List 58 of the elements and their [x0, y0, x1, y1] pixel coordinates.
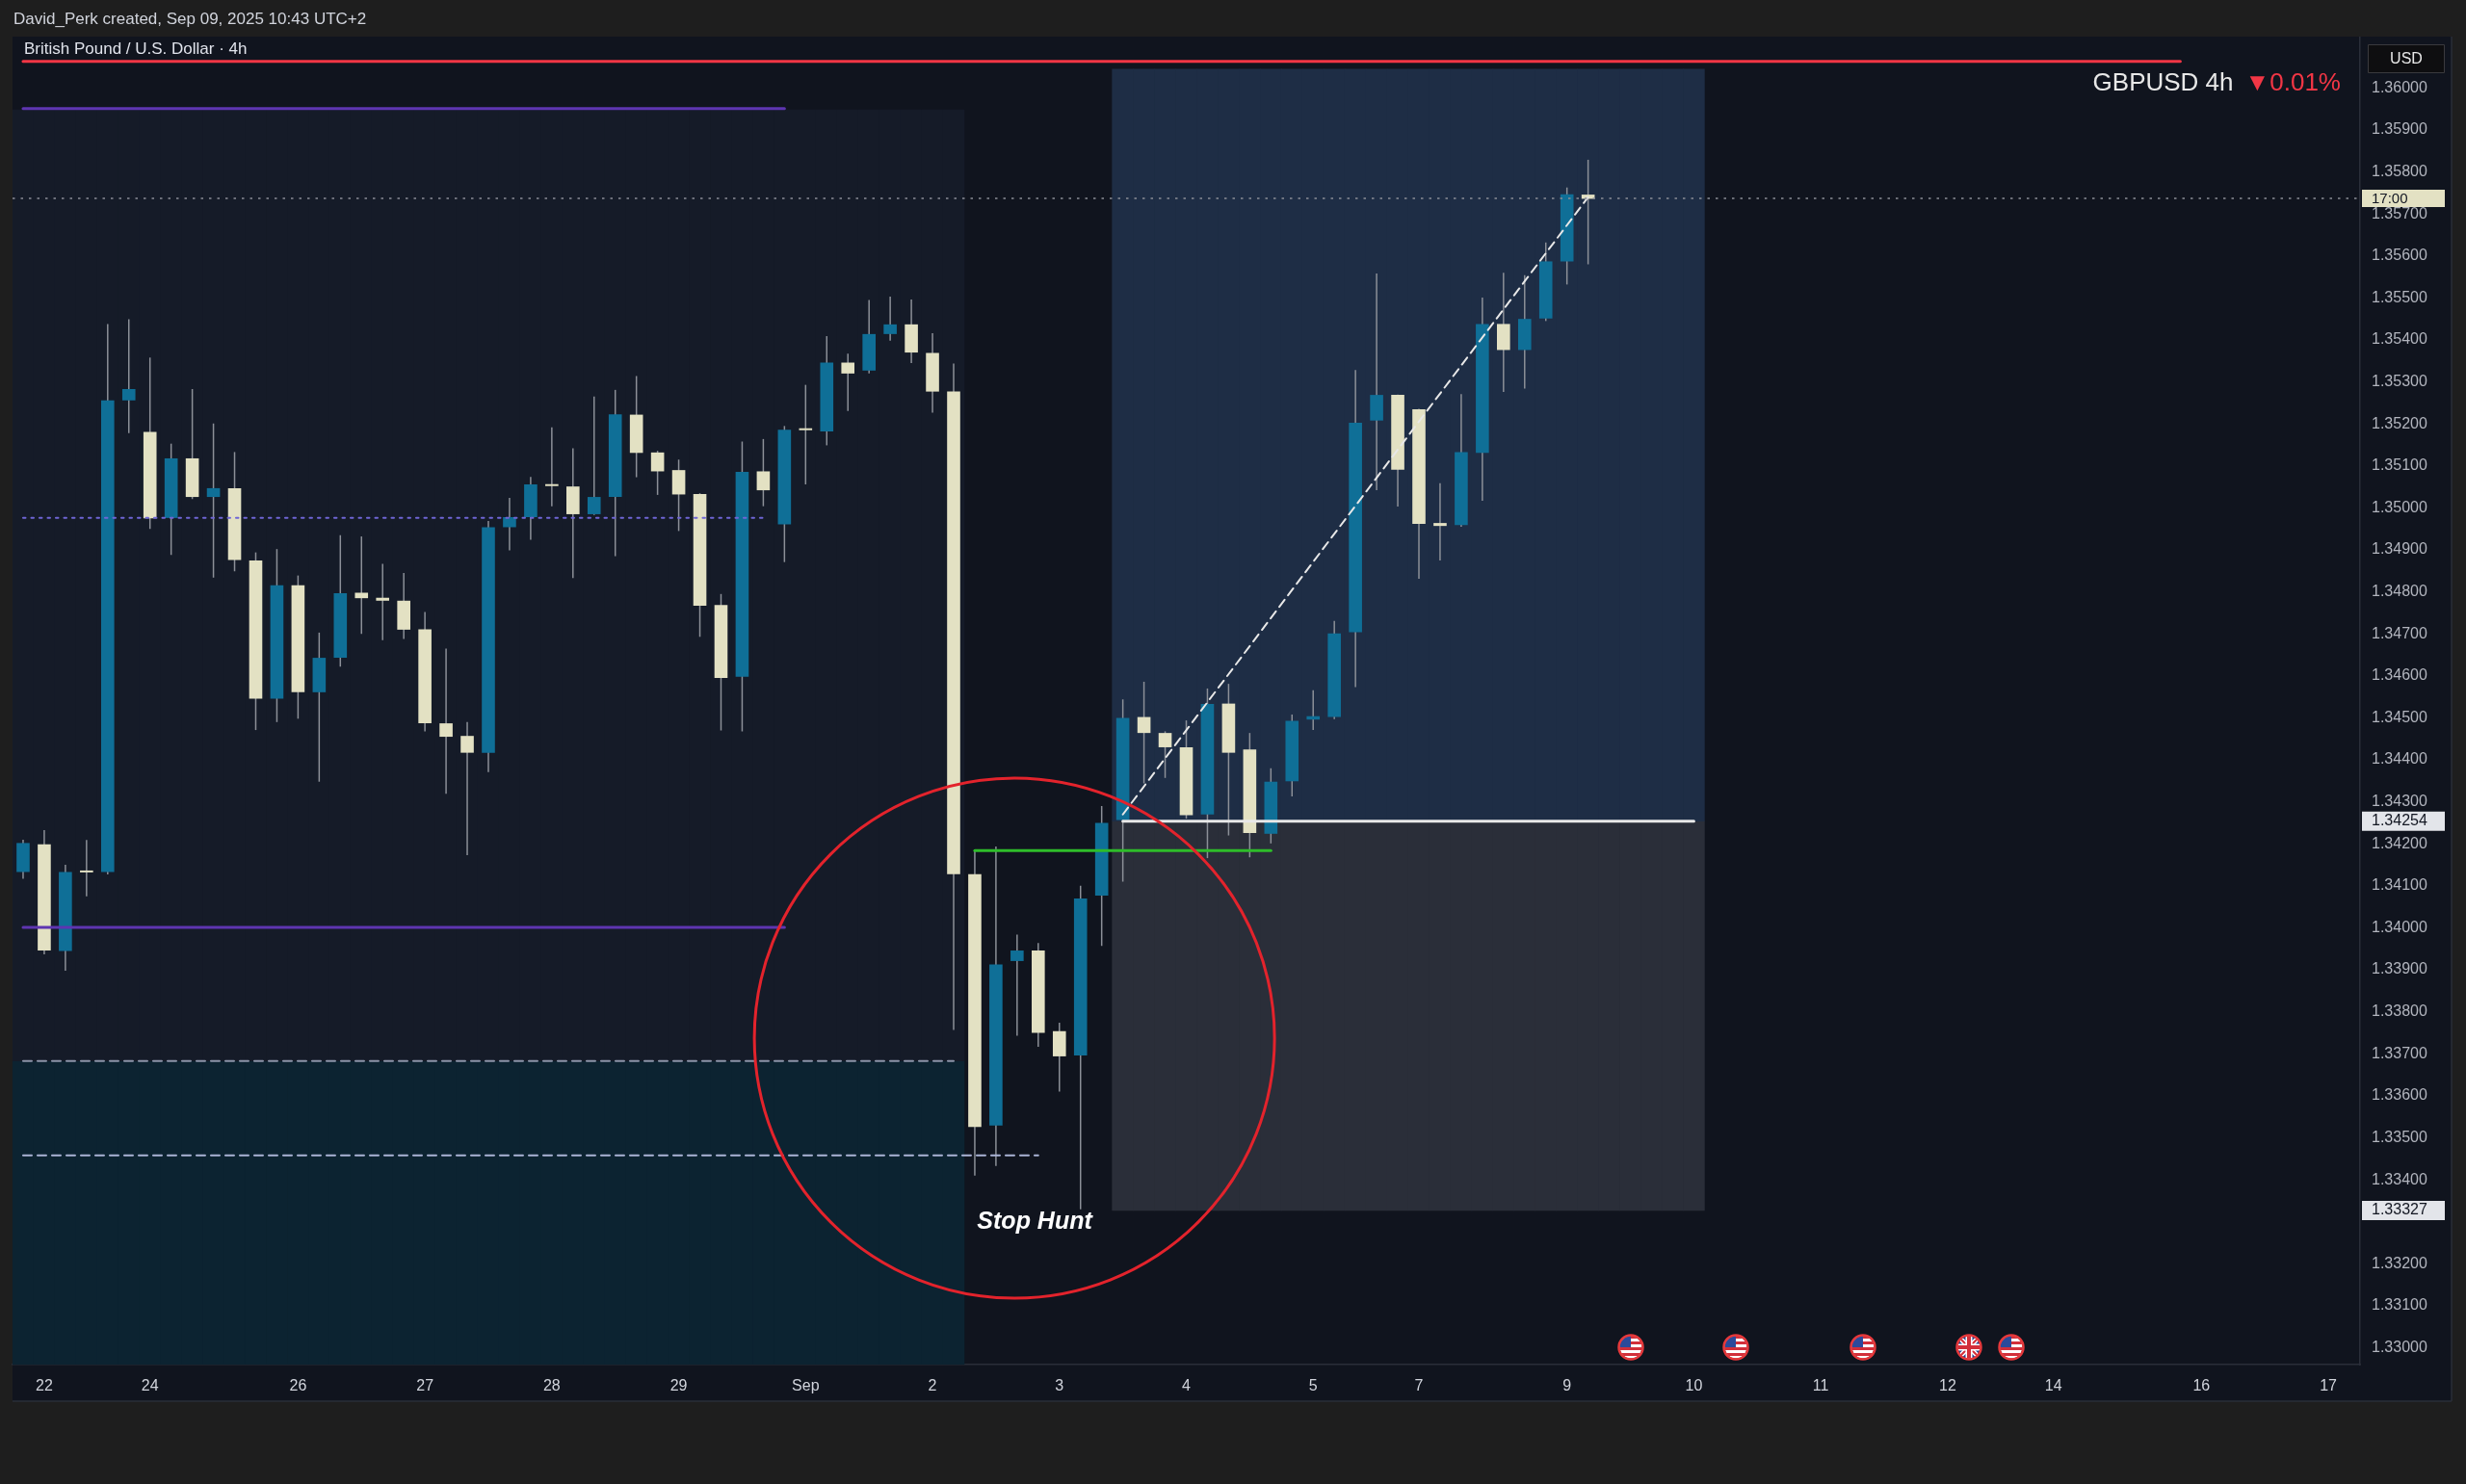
y-tick-label: 1.34900	[2372, 540, 2427, 558]
y-tick-label: 1.34400	[2372, 750, 2427, 768]
y-tick-label: 1.33700	[2372, 1044, 2427, 1061]
x-tick-label: 11	[1812, 1377, 1829, 1394]
text: David_Perk created, Sep 09, 2025 10:43 UTC+2	[13, 9, 367, 28]
x-tick-label: 4	[1182, 1377, 1192, 1394]
y-tick-label: 1.34300	[2372, 793, 2427, 810]
y-tick-label: 1.33000	[2372, 1338, 2427, 1355]
x-tick-label: 16	[2192, 1377, 2211, 1394]
chart-title: British Pound / U.S. Dollar · 4h	[24, 39, 248, 58]
x-tick-label: 22	[36, 1377, 53, 1394]
y-tick-label: 1.35700	[2372, 204, 2427, 221]
y-tick-label: 1.33800	[2372, 1002, 2427, 1020]
x-tick-label: 2	[928, 1377, 937, 1394]
x-tick-label: 9	[1562, 1377, 1572, 1394]
y-tick-label: 1.34254	[2372, 812, 2427, 829]
x-tick-label: 27	[416, 1377, 434, 1394]
y-tick-label: 1.35300	[2372, 372, 2427, 389]
y-tick-label: 1.34200	[2372, 834, 2427, 851]
y-tick-label: 1.35800	[2372, 162, 2427, 179]
y-tick-label: 1.35000	[2372, 498, 2427, 515]
y-tick-label: 1.33327	[2372, 1201, 2427, 1218]
x-tick-label: 28	[542, 1377, 561, 1394]
x-tick-label: 17	[2320, 1377, 2338, 1394]
x-tick-label: 5	[1308, 1377, 1318, 1394]
text: 17:00	[2372, 190, 2408, 207]
x-tick-label: 7	[1414, 1377, 1424, 1394]
annotation: GBPUSD 4h	[2092, 67, 2234, 97]
y-tick-label: 1.33900	[2372, 960, 2427, 977]
y-tick-label: 1.34100	[2372, 876, 2427, 894]
y-tick-label: 1.33500	[2372, 1128, 2427, 1145]
x-tick-label: 3	[1055, 1377, 1064, 1394]
x-tick-label: 24	[141, 1377, 159, 1394]
x-tick-label: 14	[2044, 1377, 2062, 1394]
y-tick-label: 1.35100	[2372, 456, 2427, 474]
annotation: ▼0.01%	[2244, 67, 2341, 97]
y-tick-label: 1.34800	[2372, 583, 2427, 600]
y-tick-label: 1.34000	[2372, 918, 2427, 935]
y-tick-label: 1.33100	[2372, 1296, 2427, 1314]
y-tick-label: 1.35600	[2372, 247, 2427, 264]
x-tick-label: Sep	[792, 1377, 820, 1394]
y-tick-label: 1.35200	[2372, 414, 2427, 431]
y-tick-label: 1.34700	[2372, 624, 2427, 641]
y-tick-label: 1.36000	[2372, 78, 2427, 95]
y-tick-label: 1.34500	[2372, 708, 2427, 725]
x-tick-label: 12	[1938, 1377, 1956, 1394]
y-tick-label: 1.33400	[2372, 1170, 2427, 1187]
y-tick-label: 1.33200	[2372, 1254, 2427, 1271]
y-tick-label: 1.35400	[2372, 330, 2427, 348]
y-tick-label: 1.34600	[2372, 666, 2427, 684]
x-tick-label: 26	[289, 1377, 307, 1394]
annotation: Stop Hunt	[977, 1206, 1094, 1234]
y-tick-label: 1.35500	[2372, 288, 2427, 305]
y-axis-title: USD	[2390, 50, 2423, 67]
y-tick-label: 1.33600	[2372, 1086, 2427, 1104]
y-tick-label: 1.35900	[2372, 120, 2427, 138]
x-tick-label: 29	[669, 1377, 688, 1394]
x-tick-label: 10	[1685, 1377, 1703, 1394]
